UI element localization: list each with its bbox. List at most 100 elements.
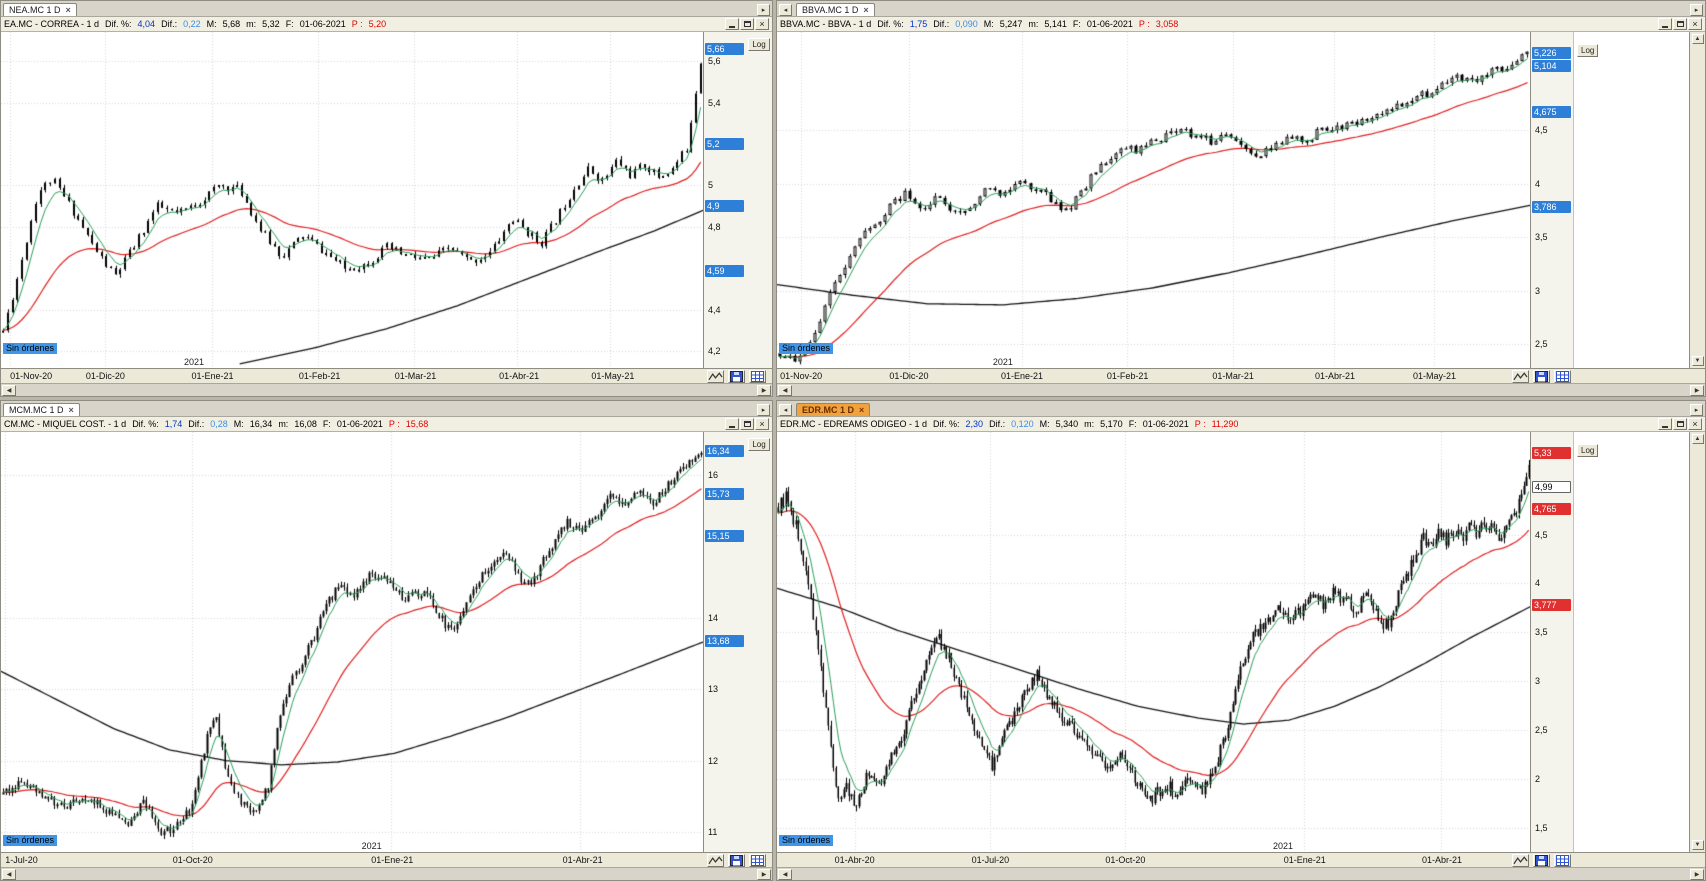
chart-plot-area[interactable]: Sin órdenes 2021: [777, 432, 1531, 852]
close-button[interactable]: ×: [755, 418, 769, 430]
p-label: P :: [1138, 19, 1150, 29]
close-button[interactable]: ×: [755, 18, 769, 30]
log-scale-button[interactable]: Log: [1577, 44, 1599, 57]
scroll-left-icon[interactable]: ◀: [778, 384, 792, 396]
grid-icon[interactable]: [749, 854, 766, 867]
tab-close-icon[interactable]: ×: [65, 5, 71, 15]
chart-title-bar[interactable]: BBVA.MC - BBVA - 1 d Dif. %: 1,75 Dif.: …: [777, 17, 1705, 32]
grid-icon[interactable]: [749, 370, 766, 383]
p-value: 5,20: [368, 19, 387, 29]
scroll-down-icon[interactable]: ▼: [1691, 356, 1704, 366]
price-badge: 4,765: [1532, 502, 1571, 515]
maximize-button[interactable]: [740, 18, 754, 30]
time-axis[interactable]: 01-Nov-20 01-Dic-20 01-Ene-21 01-Feb-21 01-M…: [1, 368, 772, 383]
maximize-button[interactable]: [740, 418, 754, 430]
grid-icon[interactable]: [1554, 854, 1571, 867]
time-axis-labels: 01-Abr-20 01-Jul-20 01-Oct-20 01-Ene-21 01-A…: [777, 853, 1531, 867]
maximize-button[interactable]: [1673, 18, 1687, 30]
close-button[interactable]: ×: [1688, 418, 1702, 430]
scroll-up-icon[interactable]: ▲: [1691, 34, 1704, 44]
price-axis[interactable]: 4,5 4 3,5 3 2,5 2 1,5 5,33 4,99 4,765 3,777: [1531, 432, 1573, 852]
indicator-icon[interactable]: [1512, 370, 1529, 383]
scroll-right-icon[interactable]: ▶: [757, 868, 771, 880]
scroll-right-icon[interactable]: ▶: [1690, 384, 1704, 396]
horizontal-scrollbar[interactable]: ◀ ▶: [1, 383, 772, 396]
instrument-title: EDR.MC - EDREAMS ODIGEO - 1 d: [780, 419, 928, 429]
vertical-scrollbar[interactable]: ▲ ▼: [1689, 432, 1705, 852]
minimize-button[interactable]: [725, 18, 739, 30]
vertical-scrollbar[interactable]: ▲ ▼: [1689, 32, 1705, 368]
tab-scroll-left-icon[interactable]: ◂: [779, 404, 792, 416]
dif-value: 0,090: [955, 19, 978, 29]
time-tick-label: 01-Ene-21: [1283, 855, 1326, 865]
tab-label: EDR.MC 1 D: [802, 405, 855, 415]
price-axis[interactable]: 16 14 13 12 11 16,34 15,73 15,15 13,68: [704, 432, 746, 852]
dif-value: 0,22: [183, 19, 201, 29]
tab-close-icon[interactable]: ×: [68, 405, 74, 415]
dif-value: 0,28: [210, 419, 228, 429]
tab-close-icon[interactable]: ×: [863, 5, 869, 15]
time-tick-label: 01-Jul-20: [971, 855, 1010, 865]
indicator-icon[interactable]: [707, 854, 724, 867]
chart-title-bar[interactable]: CM.MC - MIQUEL COST. - 1 d Dif. %: 1,74 …: [1, 417, 772, 432]
chart-body: Sin órdenes 2021 16 14 13 12 11 16,34 15,73 15,…: [1, 432, 772, 852]
window-controls: ×: [1658, 18, 1702, 30]
p-label: P :: [351, 19, 363, 29]
scroll-left-icon[interactable]: ◀: [2, 384, 16, 396]
price-badge: 4,99: [1532, 480, 1571, 493]
tab-bar: NEA.MC 1 D × ▸: [1, 1, 772, 17]
tab-bbva-mc[interactable]: BBVA.MC 1 D ×: [796, 3, 875, 16]
log-scale-button[interactable]: Log: [1577, 444, 1599, 457]
minimize-button[interactable]: [1658, 418, 1672, 430]
close-button[interactable]: ×: [1688, 18, 1702, 30]
scroll-left-icon[interactable]: ◀: [2, 868, 16, 880]
chart-plot-area[interactable]: Sin órdenes 2021: [1, 432, 704, 852]
scroll-left-icon[interactable]: ◀: [778, 868, 792, 880]
chart-title-bar[interactable]: EA.MC - CORREA - 1 d Dif. %: 4,04 Dif.: …: [1, 17, 772, 32]
tab-label: MCM.MC 1 D: [9, 405, 64, 415]
save-icon[interactable]: [1533, 370, 1550, 383]
save-icon[interactable]: [728, 370, 745, 383]
price-axis[interactable]: 5,6 5,4 5 4,8 4,4 4,2 5,66 5,2 4,9 4,59: [704, 32, 746, 368]
p-value: 11,290: [1211, 419, 1239, 429]
time-tick-label: 01-Abr-21: [499, 371, 540, 381]
time-axis[interactable]: 1-Jul-20 01-Oct-20 01-Ene-21 01-Abr-21: [1, 852, 772, 867]
minimize-button[interactable]: [725, 418, 739, 430]
tab-edr-mc[interactable]: EDR.MC 1 D ×: [796, 403, 871, 416]
tab-scroll-left-icon[interactable]: ◂: [779, 4, 792, 16]
horizontal-splitter[interactable]: [0, 397, 1706, 400]
tab-nea-mc[interactable]: NEA.MC 1 D ×: [3, 3, 77, 16]
max-value: 5,247: [999, 19, 1023, 29]
horizontal-scrollbar[interactable]: ◀ ▶: [777, 867, 1705, 880]
scroll-down-icon[interactable]: ▼: [1691, 840, 1704, 850]
chart-plot-area[interactable]: Sin órdenes 2021: [1, 32, 704, 368]
price-axis[interactable]: 4,5 4 3,5 3 2,5 5,226 5,104 4,675 3,786: [1531, 32, 1573, 368]
vertical-splitter[interactable]: [773, 0, 776, 881]
save-icon[interactable]: [728, 854, 745, 867]
tab-scroll-right-icon[interactable]: ▸: [757, 404, 770, 416]
time-axis[interactable]: 01-Nov-20 01-Dic-20 01-Ene-21 01-Feb-21 01-M…: [777, 368, 1705, 383]
grid-icon[interactable]: [1554, 370, 1571, 383]
indicator-icon[interactable]: [1512, 854, 1529, 867]
tab-mcm-mc[interactable]: MCM.MC 1 D ×: [3, 403, 80, 416]
horizontal-scrollbar[interactable]: ◀ ▶: [1, 867, 772, 880]
scroll-right-icon[interactable]: ▶: [1690, 868, 1704, 880]
chart-title-bar[interactable]: EDR.MC - EDREAMS ODIGEO - 1 d Dif. %: 2,…: [777, 417, 1705, 432]
tab-scroll-right-icon[interactable]: ▸: [757, 4, 770, 16]
time-axis[interactable]: 01-Abr-20 01-Jul-20 01-Oct-20 01-Ene-21 01-A…: [777, 852, 1705, 867]
chart-plot-area[interactable]: Sin órdenes 2021: [777, 32, 1531, 368]
tab-close-icon[interactable]: ×: [859, 405, 865, 415]
p-label: P :: [1194, 419, 1206, 429]
save-icon[interactable]: [1533, 854, 1550, 867]
price-tick-label: 3,5: [1535, 627, 1548, 638]
minimize-button[interactable]: [1658, 18, 1672, 30]
scroll-right-icon[interactable]: ▶: [757, 384, 771, 396]
maximize-button[interactable]: [1673, 418, 1687, 430]
log-scale-button[interactable]: Log: [748, 438, 770, 451]
log-scale-button[interactable]: Log: [748, 38, 770, 51]
tab-scroll-right-icon[interactable]: ▸: [1690, 4, 1703, 16]
indicator-icon[interactable]: [707, 370, 724, 383]
horizontal-scrollbar[interactable]: ◀ ▶: [777, 383, 1705, 396]
scroll-up-icon[interactable]: ▲: [1691, 434, 1704, 444]
tab-scroll-right-icon[interactable]: ▸: [1690, 404, 1703, 416]
